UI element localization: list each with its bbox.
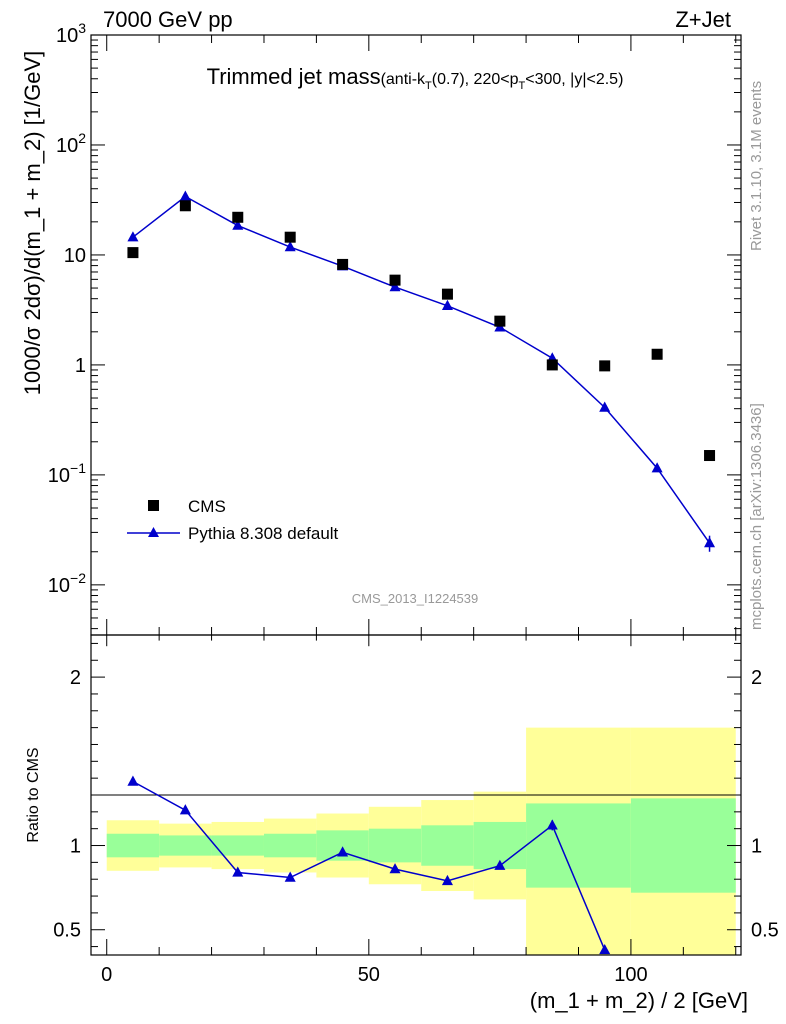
header-process-label: Z+Jet (675, 7, 731, 32)
y-axis-title-main: 1000/σ 2dσ)/d(m_1 + m_2) [1/GeV] (20, 51, 45, 396)
mc-point (179, 190, 191, 201)
inner-band-bin (263, 833, 317, 858)
header-collision-label: 7000 GeV pp (103, 7, 233, 32)
inner-band-bin (421, 825, 474, 866)
x-axis-title: (m_1 + m_2) / 2 [GeV] (530, 988, 748, 1013)
ratio-mc-point (232, 866, 244, 877)
inner-band-bin (159, 835, 212, 856)
cms-data-point (179, 200, 191, 212)
x-tick-label: 0 (101, 964, 112, 986)
cms-data-point (284, 231, 296, 243)
ratio-mc-point (546, 819, 558, 830)
ratio-mc-point (389, 863, 401, 874)
mc-point (284, 241, 296, 252)
source-label: mcplots.cern.ch [arXiv:1306.3436] (748, 403, 765, 630)
cms-data-point (337, 258, 349, 270)
inner-band-bin (578, 803, 631, 888)
cms-data-point (494, 315, 506, 327)
main-series-group (127, 190, 716, 552)
x-tick-label: 100 (614, 964, 647, 986)
plot-title-detail-a: (anti-k (381, 71, 426, 88)
mc-point (651, 462, 663, 473)
inner-band-bin (106, 833, 160, 858)
ratio-mc-point (494, 859, 506, 870)
main-plot-frame (90, 34, 742, 636)
inner-band-bin (526, 803, 579, 888)
mc-point (704, 537, 716, 548)
rivet-version-label: Rivet 3.1.10, 3.1M events (748, 81, 765, 251)
ratio-mc-point (599, 943, 611, 955)
cms-data-point (546, 359, 558, 371)
y-tick-label: 102 (56, 130, 86, 157)
mc-point (389, 281, 401, 292)
y-tick-label: 10−1 (48, 460, 86, 487)
cms-data-point (232, 211, 244, 223)
inner-band-bin (211, 835, 264, 856)
legend: CMS Pythia 8.308 default (127, 497, 339, 543)
cms-data-point (599, 360, 611, 372)
ratio-series-group (127, 775, 611, 955)
plot-title: Trimmed jet mass(anti-kT(0.7), 220<pT<30… (207, 64, 624, 92)
cms-data-point (704, 450, 716, 462)
legend-mc-label: Pythia 8.308 default (188, 524, 339, 543)
inner-band-bin (630, 798, 736, 893)
x-tick-label: 50 (358, 964, 380, 986)
cms-data-point (441, 288, 453, 300)
cms-data-point (127, 247, 139, 259)
ratio-mc-point (284, 871, 296, 882)
legend-data-marker (148, 500, 159, 511)
legend-mc-marker (148, 527, 159, 537)
inner-band-bin (368, 828, 422, 863)
ratio-y-tick-label-right: 1 (751, 836, 762, 858)
mc-point (441, 299, 453, 310)
ratio-y-tick-label-right: 0.5 (751, 920, 779, 942)
mc-point (599, 401, 611, 412)
mc-line (132, 195, 711, 544)
y-axis-title-ratio: Ratio to CMS (25, 747, 42, 842)
ratio-y-tick-label-left: 2 (70, 667, 81, 689)
plot-title-detail-c: <300, |y|<2.5) (525, 71, 623, 88)
y-tick-label: 10−2 (48, 570, 86, 597)
mc-point (127, 231, 139, 242)
analysis-watermark: CMS_2013_I1224539 (352, 591, 479, 606)
cms-data-point (651, 348, 663, 360)
ratio-mc-point (127, 775, 139, 786)
ratio-mc-point (441, 874, 453, 886)
ratio-mc-line (132, 780, 606, 951)
y-tick-label: 1 (75, 355, 86, 377)
cms-data-point (389, 274, 401, 286)
ratio-uncertainty-bands (106, 727, 736, 955)
ratio-mc-point (179, 804, 191, 815)
legend-data-label: CMS (188, 497, 226, 516)
plot-title-detail-b: (0.7), 220<p (432, 71, 519, 88)
plot-title-detail-sub2: T (519, 80, 526, 92)
plot-title-detail-sub1: T (425, 80, 432, 92)
ratio-y-tick-label-right: 2 (751, 667, 762, 689)
plot-title-main: Trimmed jet mass (207, 64, 381, 89)
mc-point (232, 219, 244, 230)
ratio-mc-point (337, 846, 349, 857)
y-tick-label: 103 (56, 20, 86, 47)
axis-ticks-group: 10−2 10−1 1 10 102 103 0 50 100 0.5 0.5 1 1 2 2 (48, 20, 779, 986)
y-tick-label: 10 (64, 245, 86, 267)
ratio-y-tick-label-left: 1 (70, 836, 81, 858)
ratio-y-tick-label-left: 0.5 (53, 920, 81, 942)
